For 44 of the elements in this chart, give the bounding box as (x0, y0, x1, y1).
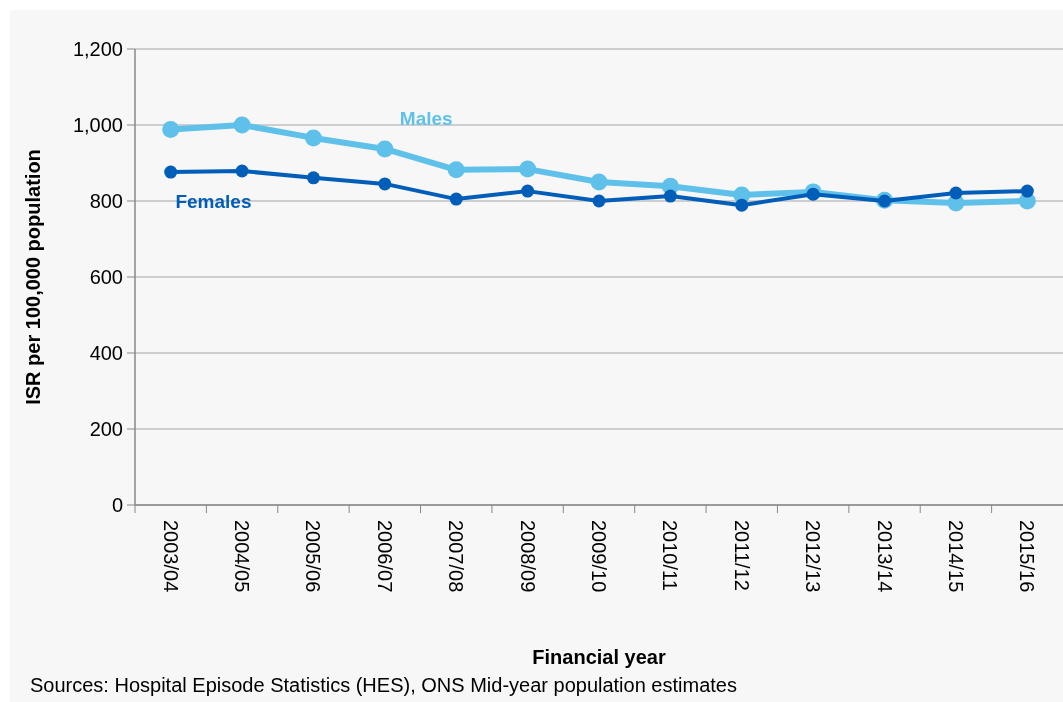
x-tick-label: 2011/12 (730, 520, 753, 591)
point (233, 116, 251, 134)
x-tick-label: 2006/07 (373, 520, 396, 593)
x-axis-title: Financial year (532, 646, 666, 668)
y-tick-label: 200 (89, 418, 123, 440)
point (663, 189, 677, 203)
x-tick-label: 2012/13 (802, 520, 825, 593)
point (806, 187, 820, 201)
x-tick-label: 2013/14 (873, 520, 896, 593)
x-tick-label: 2008/09 (516, 520, 539, 593)
point (590, 173, 608, 191)
x-tick-label: 2015/16 (1016, 520, 1039, 593)
point (235, 164, 249, 178)
y-axis-title: ISR per 100,000 population (22, 149, 44, 405)
point (519, 160, 537, 178)
x-tick-label: 2005/06 (302, 520, 325, 593)
y-tick-label: 600 (89, 266, 123, 288)
y-tick-label: 800 (89, 190, 123, 212)
point (304, 129, 322, 147)
x-tick-label: 2014/15 (944, 520, 967, 593)
x-tick-label: 2010/11 (659, 520, 682, 591)
point (521, 184, 535, 198)
point (306, 171, 320, 185)
point (1020, 184, 1034, 198)
point (378, 177, 392, 191)
y-tick-label: 1,200 (72, 38, 123, 60)
x-tick-label: 2004/05 (231, 520, 254, 593)
y-tick-label: 1,000 (72, 114, 123, 136)
point (162, 121, 180, 139)
x-tick-label: 2009/10 (588, 520, 610, 593)
source-note: Sources: Hospital Episode Statistics (HES), ONS Mid-year population estimates (30, 674, 737, 696)
point (376, 140, 394, 158)
point (949, 186, 963, 200)
series-label: Females (175, 190, 252, 212)
series-label: Males (399, 107, 453, 129)
point (592, 194, 606, 208)
x-tick-label: 2007/08 (445, 520, 468, 593)
x-tick-label: 2003/04 (159, 520, 182, 593)
y-tick-label: 400 (89, 342, 123, 364)
point (447, 161, 465, 179)
point (735, 198, 749, 212)
y-tick-label: 0 (111, 494, 123, 516)
point (164, 165, 178, 179)
point (449, 192, 463, 206)
